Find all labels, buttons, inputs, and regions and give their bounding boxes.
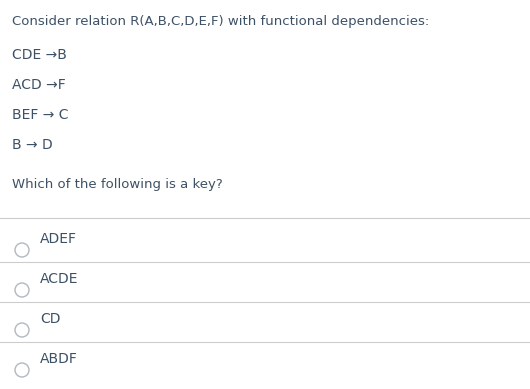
Text: B → D: B → D bbox=[12, 138, 53, 152]
Text: ACDE: ACDE bbox=[40, 272, 78, 286]
Text: CD: CD bbox=[40, 312, 60, 326]
Text: ABDF: ABDF bbox=[40, 352, 78, 366]
Text: CDE →B: CDE →B bbox=[12, 48, 67, 62]
Text: ACD →F: ACD →F bbox=[12, 78, 66, 92]
Text: Which of the following is a key?: Which of the following is a key? bbox=[12, 178, 223, 191]
Text: Consider relation R(A,B,C,D,E,F) with functional dependencies:: Consider relation R(A,B,C,D,E,F) with fu… bbox=[12, 15, 429, 28]
Text: ADEF: ADEF bbox=[40, 232, 77, 246]
Text: BEF → C: BEF → C bbox=[12, 108, 68, 122]
